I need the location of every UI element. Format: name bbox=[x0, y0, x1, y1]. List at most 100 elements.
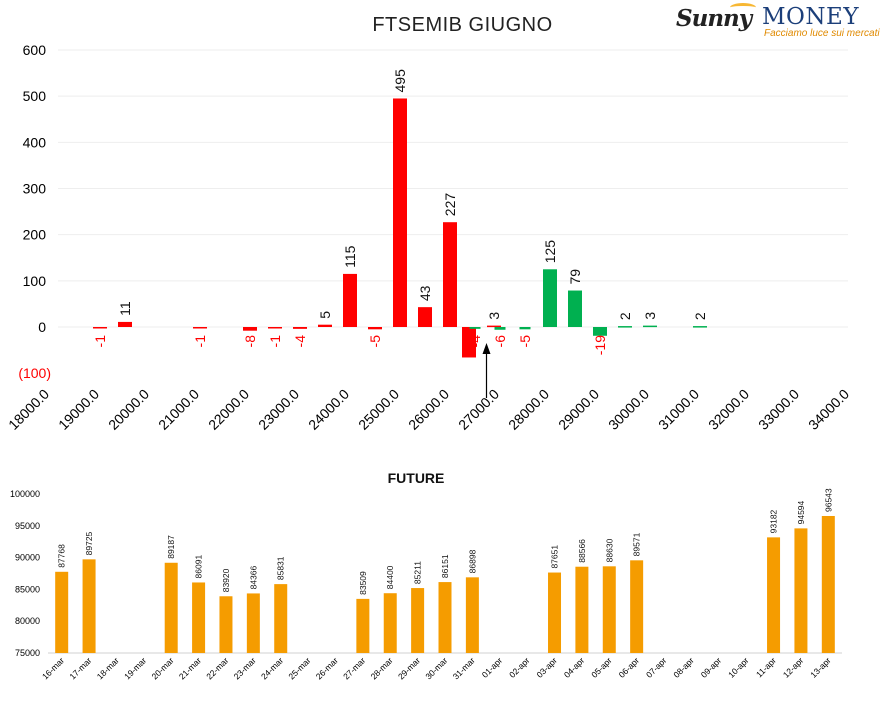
x-tick-label: 02-apr bbox=[507, 655, 532, 680]
data-label: -5 bbox=[367, 335, 383, 348]
x-tick-label: 29-mar bbox=[396, 655, 422, 681]
data-label: 87651 bbox=[550, 545, 560, 569]
bar bbox=[543, 269, 557, 327]
y-tick-label: 100 bbox=[23, 273, 47, 289]
data-label: 84400 bbox=[385, 565, 395, 589]
x-tick-label: 23-mar bbox=[232, 655, 258, 681]
bar bbox=[164, 562, 178, 653]
y-tick-label: 600 bbox=[23, 42, 47, 58]
x-tick-label: 19000.0 bbox=[55, 386, 102, 433]
y-tick-label: 95000 bbox=[15, 521, 40, 531]
data-label: 227 bbox=[442, 193, 458, 217]
data-label: -1 bbox=[192, 335, 208, 348]
x-tick-label: 08-apr bbox=[671, 655, 696, 680]
bar bbox=[118, 321, 132, 327]
y-tick-label: (100) bbox=[18, 365, 51, 381]
bar bbox=[192, 582, 206, 653]
data-label: -6 bbox=[492, 335, 508, 348]
bar bbox=[393, 98, 407, 327]
logo-tagline: Facciamo luce sui mercati bbox=[764, 28, 880, 39]
x-tick-label: 24000.0 bbox=[305, 386, 352, 433]
bar bbox=[293, 327, 307, 329]
x-tick-label: 20000.0 bbox=[105, 386, 152, 433]
x-tick-label: 10-apr bbox=[726, 655, 751, 680]
data-label: 93182 bbox=[769, 509, 779, 533]
x-tick-label: 21000.0 bbox=[155, 386, 202, 433]
data-label: 86898 bbox=[467, 549, 477, 573]
bar bbox=[193, 327, 207, 329]
bar bbox=[243, 327, 257, 331]
data-label: 125 bbox=[542, 240, 558, 264]
bar bbox=[443, 222, 457, 327]
x-tick-label: 28-mar bbox=[369, 655, 395, 681]
x-tick-label: 24-mar bbox=[259, 655, 285, 681]
y-tick-label: 90000 bbox=[15, 553, 40, 563]
data-label: -5 bbox=[517, 335, 533, 348]
y-tick-label: 100000 bbox=[10, 489, 40, 499]
x-tick-label: 19-mar bbox=[122, 655, 148, 681]
x-tick-label: 33000.0 bbox=[755, 386, 802, 433]
data-label: 89571 bbox=[632, 532, 642, 556]
x-tick-label: 29000.0 bbox=[555, 386, 602, 433]
x-tick-label: 21-mar bbox=[177, 655, 203, 681]
y-tick-label: 80000 bbox=[15, 616, 40, 626]
data-label: 495 bbox=[392, 69, 408, 93]
x-tick-label: 28000.0 bbox=[505, 386, 552, 433]
chart-title-future: FUTURE bbox=[387, 470, 445, 486]
data-label: 88566 bbox=[577, 539, 587, 563]
data-label: -8 bbox=[242, 335, 258, 348]
bar bbox=[593, 327, 607, 336]
bar bbox=[268, 327, 282, 329]
data-label: 2 bbox=[692, 312, 708, 320]
y-tick-label: 400 bbox=[23, 134, 47, 150]
x-tick-label: 26000.0 bbox=[405, 386, 452, 433]
bar bbox=[274, 584, 288, 653]
y-tick-label: 300 bbox=[23, 181, 47, 197]
data-label: -1 bbox=[267, 335, 283, 348]
bar bbox=[462, 327, 476, 358]
bar bbox=[219, 596, 233, 653]
bar bbox=[693, 326, 707, 328]
y-tick-label: 75000 bbox=[15, 648, 40, 658]
chart-title-ftsemib: FTSEMIB GIUGNO bbox=[372, 14, 553, 36]
data-label: 43 bbox=[417, 285, 433, 301]
data-label: 115 bbox=[342, 245, 358, 268]
data-label: 86091 bbox=[194, 555, 204, 579]
data-label: -4 bbox=[292, 335, 308, 348]
x-tick-label: 25000.0 bbox=[355, 386, 402, 433]
data-label: 11 bbox=[117, 301, 133, 316]
x-tick-label: 26-mar bbox=[314, 655, 340, 681]
data-label: 89187 bbox=[166, 535, 176, 559]
bar bbox=[821, 515, 835, 653]
x-tick-label: 05-apr bbox=[589, 655, 614, 680]
x-tick-label: 25-mar bbox=[286, 655, 312, 681]
bar bbox=[418, 307, 432, 327]
bar bbox=[411, 588, 425, 653]
logo-brand-sunny: Sunny bbox=[676, 5, 752, 32]
data-label: 79 bbox=[567, 269, 583, 285]
data-label: -4 bbox=[467, 335, 483, 348]
data-label: 83509 bbox=[358, 571, 368, 595]
bar bbox=[494, 327, 506, 330]
data-label: 2 bbox=[617, 312, 633, 320]
x-tick-label: 23000.0 bbox=[255, 386, 302, 433]
y-tick-label: 85000 bbox=[15, 584, 40, 594]
logo-brand-money: MONEY bbox=[762, 4, 860, 30]
x-tick-label: 01-apr bbox=[480, 655, 505, 680]
sun-icon bbox=[730, 3, 756, 12]
bar bbox=[794, 528, 808, 653]
annotation-arrow-head bbox=[482, 343, 491, 354]
bar bbox=[465, 577, 479, 653]
data-label: 85211 bbox=[413, 561, 423, 584]
bar bbox=[383, 593, 397, 653]
data-label: -1 bbox=[92, 335, 108, 348]
data-label: 94594 bbox=[796, 500, 806, 524]
bar bbox=[246, 593, 260, 653]
x-tick-label: 07-apr bbox=[644, 655, 669, 680]
y-tick-label: 200 bbox=[23, 227, 47, 243]
x-tick-label: 31000.0 bbox=[655, 386, 702, 433]
x-tick-label: 27-mar bbox=[341, 655, 367, 681]
bar bbox=[82, 559, 96, 653]
bar bbox=[318, 324, 332, 327]
